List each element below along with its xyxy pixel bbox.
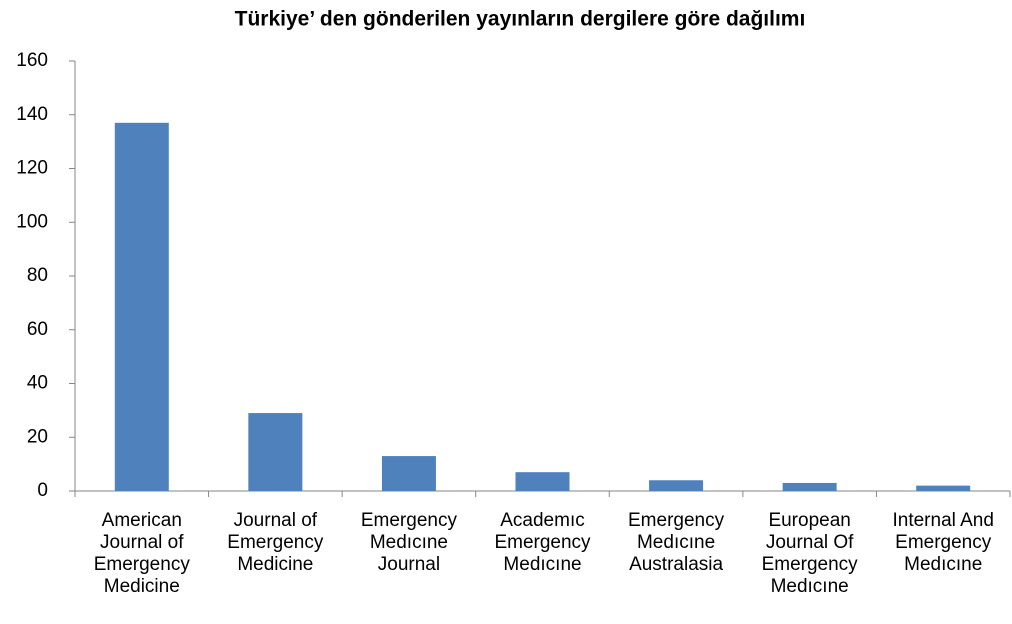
y-tick-label: 40 <box>27 373 48 394</box>
bar <box>381 456 436 491</box>
y-tick-label: 0 <box>37 480 48 501</box>
y-tick-label: 100 <box>16 211 48 232</box>
bar <box>916 485 971 491</box>
x-tick-label: Academıc Emergency Medıcıne <box>494 510 591 575</box>
x-tick-label: Internal And Emergency Medıcıne <box>892 510 994 575</box>
bar <box>248 413 303 491</box>
bar <box>114 122 169 491</box>
y-tick-label: 60 <box>27 319 48 340</box>
bar <box>782 482 837 491</box>
bar <box>649 480 704 491</box>
y-tick-label: 80 <box>27 265 48 286</box>
x-tick-label: Emergency Medıcıne Australasia <box>628 510 725 575</box>
x-tick-label: American Journal of Emergency Medicine <box>93 510 190 597</box>
x-tick-label: European Journal Of Emergency Medıcıne <box>761 510 858 597</box>
x-tick-label: Emergency Medıcıne Journal <box>360 510 457 575</box>
y-tick-label: 160 <box>16 50 48 71</box>
x-tick-label: Journal of Emergency Medicine <box>227 510 324 575</box>
y-tick-label: 20 <box>27 426 48 447</box>
chart-title: Türkiye’ den gönderilen yayınların dergi… <box>235 8 806 31</box>
bar <box>515 472 570 491</box>
y-tick-label: 140 <box>16 104 48 125</box>
y-tick-label: 120 <box>16 158 48 179</box>
